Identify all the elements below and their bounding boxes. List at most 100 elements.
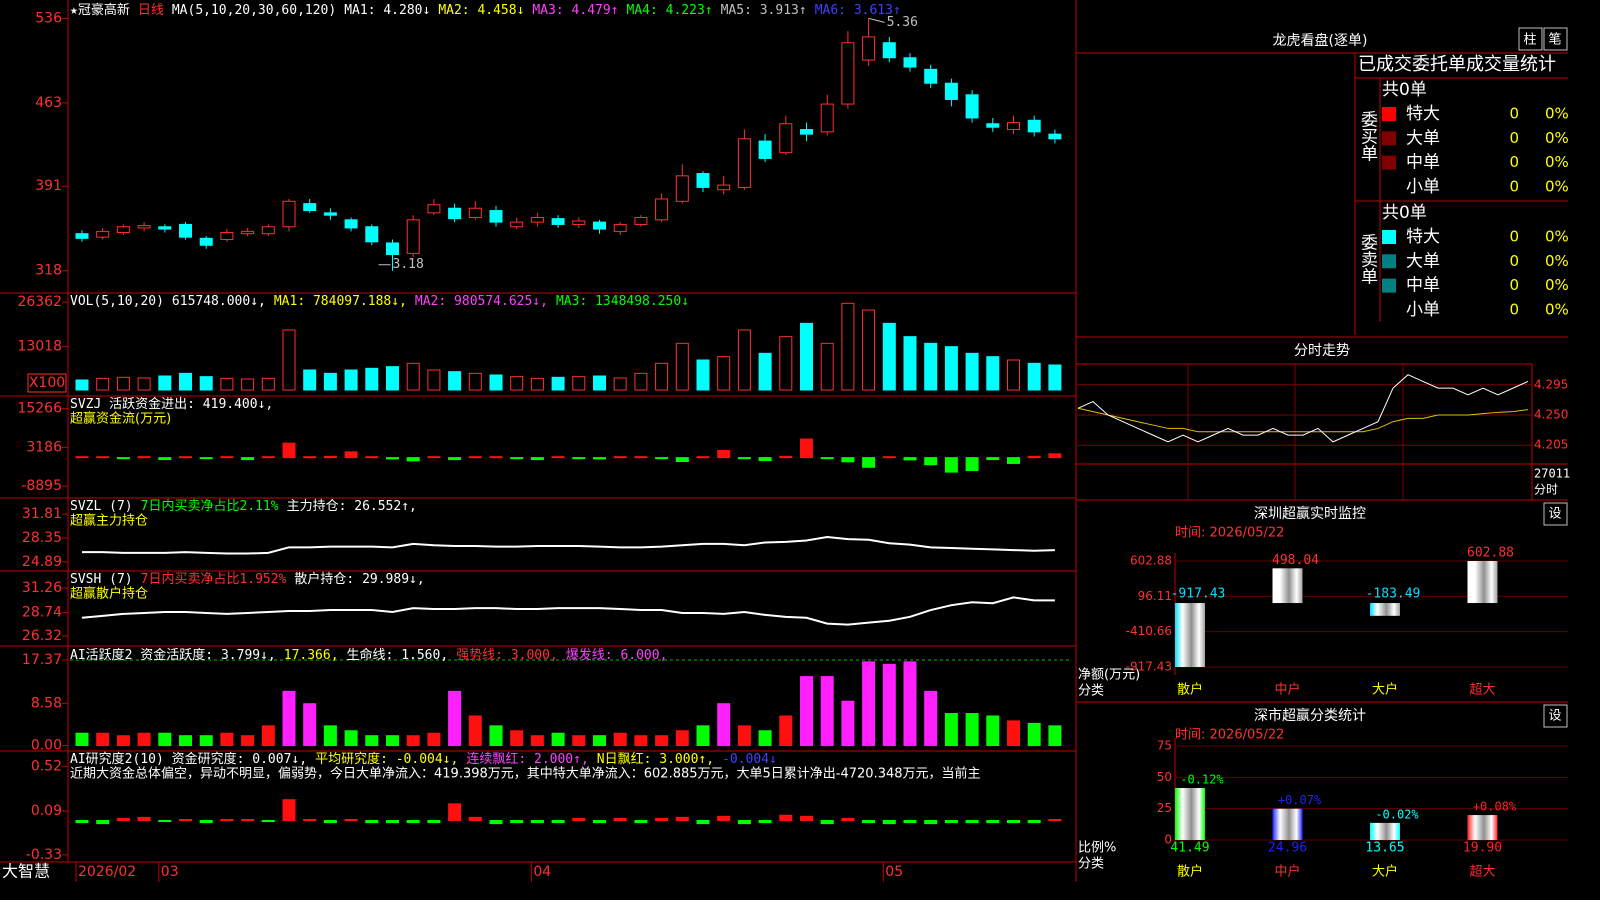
legend-item: MA5: 3.913↑ bbox=[721, 3, 807, 18]
panel-subtitle: 超赢主力持仓 bbox=[70, 513, 148, 529]
date-label: 03 bbox=[161, 864, 179, 880]
bar bbox=[199, 457, 213, 460]
bar bbox=[965, 352, 979, 391]
bar bbox=[137, 816, 151, 821]
bar bbox=[675, 457, 689, 462]
y-tick-label: -410.66 bbox=[1126, 624, 1172, 638]
panel-legend: SVSH (7) 7日内买卖净占比1.952% 散户持仓: 29.989↓, bbox=[70, 571, 425, 587]
legend-item: MA2: 980574.625↓, bbox=[415, 294, 548, 309]
y-tick-label: 4.295 bbox=[1534, 377, 1568, 391]
bar bbox=[758, 352, 772, 391]
legend-item: 散户持仓: 29.989↓, bbox=[294, 571, 424, 587]
bar bbox=[241, 735, 255, 747]
bar bbox=[530, 457, 544, 461]
candle-body bbox=[427, 204, 441, 214]
bar bbox=[75, 732, 89, 747]
button-frame[interactable] bbox=[1518, 27, 1543, 51]
bar bbox=[944, 346, 958, 391]
bar bbox=[344, 369, 358, 391]
bar bbox=[551, 456, 565, 459]
legend-item: MA1: 4.280↓ bbox=[344, 3, 430, 18]
bar bbox=[530, 820, 544, 824]
settings-button[interactable]: 设 bbox=[1548, 709, 1561, 724]
candle-body bbox=[944, 82, 958, 100]
settings-button[interactable]: 设 bbox=[1548, 507, 1561, 522]
y-tick-label: 3186 bbox=[26, 439, 62, 455]
bar bbox=[427, 456, 441, 459]
low-label: 3.18 bbox=[393, 257, 424, 272]
bar bbox=[448, 371, 462, 391]
brand: 大智慧 bbox=[2, 862, 50, 881]
y-tick-label: 96.11 bbox=[1138, 589, 1172, 603]
bar bbox=[199, 376, 213, 391]
side-label: 委卖单 bbox=[1357, 233, 1378, 284]
bar bbox=[924, 342, 938, 391]
y-tick-label: 50 bbox=[1157, 770, 1172, 784]
row-count: 0 bbox=[1509, 228, 1519, 246]
indicator-line bbox=[82, 535, 1055, 555]
candle-body bbox=[862, 36, 876, 61]
button-frame[interactable] bbox=[1543, 502, 1568, 526]
candle-body bbox=[1027, 119, 1041, 133]
bar bbox=[800, 676, 813, 747]
bar bbox=[820, 820, 834, 825]
y-tick-label: -8895 bbox=[21, 478, 62, 494]
bar bbox=[655, 457, 669, 460]
row-pct: 0% bbox=[1545, 153, 1569, 171]
button-frame[interactable] bbox=[1543, 704, 1568, 728]
y-tick-label: 26.32 bbox=[22, 628, 62, 644]
legend-item: 615748.000↓, bbox=[172, 294, 266, 309]
button-frame[interactable] bbox=[1543, 27, 1568, 51]
bar bbox=[137, 456, 151, 459]
bar bbox=[1027, 455, 1041, 459]
bar bbox=[179, 372, 192, 391]
row-swatch bbox=[1382, 107, 1396, 121]
row-name: 小单 bbox=[1406, 300, 1440, 320]
bar bbox=[965, 820, 979, 824]
view-button[interactable]: 柱 bbox=[1523, 33, 1536, 48]
bar bbox=[882, 663, 896, 747]
view-button[interactable]: 笔 bbox=[1548, 32, 1561, 48]
bar bbox=[282, 442, 296, 459]
bar bbox=[800, 815, 813, 821]
candle-body bbox=[593, 221, 606, 230]
legend-item: N日飘红: 3.000↑, bbox=[597, 751, 714, 767]
row-count: 0 bbox=[1509, 252, 1519, 270]
panel-legend: AI研究度2(10) 资金研究度: 0.007↓, 平均研究度: -0.004↓,… bbox=[70, 751, 777, 767]
bar bbox=[944, 820, 958, 824]
candle-body bbox=[841, 42, 855, 105]
bar bbox=[489, 725, 503, 747]
bar bbox=[1027, 820, 1041, 824]
row-name: 大单 bbox=[1406, 251, 1440, 271]
bar bbox=[448, 690, 462, 747]
candle-body bbox=[551, 218, 565, 225]
candle-body bbox=[882, 42, 896, 59]
category-label: 散户 bbox=[1177, 864, 1203, 880]
value-label: 41.49 bbox=[1170, 841, 1209, 856]
intraday-title: 分时走势 bbox=[1294, 343, 1350, 359]
bar bbox=[220, 818, 234, 821]
bar bbox=[675, 342, 689, 391]
bar bbox=[572, 376, 586, 391]
legend-item: MA1: 784097.188↓, bbox=[274, 294, 407, 309]
y-tick-label: 13018 bbox=[17, 339, 62, 355]
indicator-line bbox=[81, 596, 1055, 626]
category-label: 中户 bbox=[1274, 864, 1300, 880]
bar bbox=[737, 457, 751, 460]
bar bbox=[282, 329, 296, 391]
bar bbox=[158, 375, 172, 391]
time-label: 时间: 2026/05/22 bbox=[1175, 728, 1284, 743]
candle-body bbox=[655, 198, 669, 221]
bar bbox=[737, 725, 751, 747]
average-line bbox=[1077, 407, 1529, 433]
bar bbox=[261, 456, 275, 459]
bar bbox=[1007, 359, 1020, 391]
bar bbox=[1007, 820, 1020, 824]
row-pct: 0% bbox=[1545, 300, 1569, 318]
bar bbox=[510, 457, 524, 460]
bar bbox=[613, 456, 627, 459]
bar bbox=[261, 725, 275, 747]
bar bbox=[593, 375, 606, 391]
bar bbox=[800, 438, 813, 459]
bar bbox=[965, 457, 979, 471]
